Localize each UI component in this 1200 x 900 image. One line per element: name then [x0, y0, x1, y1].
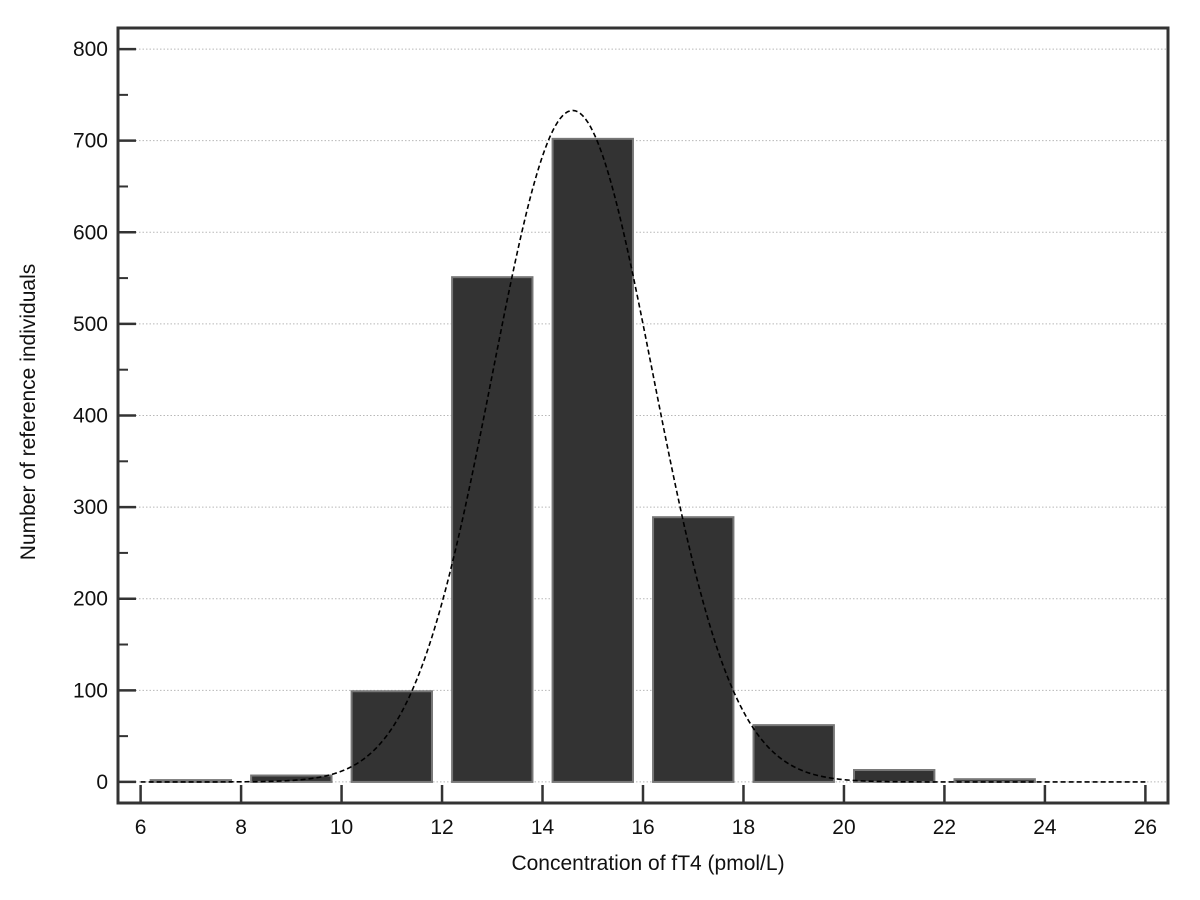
x-tick-label: 18: [732, 816, 755, 839]
histogram-bar: [350, 690, 433, 783]
x-axis: 6 8 10 12 14 16 18 20 22 24 26: [135, 785, 1157, 839]
x-tick-label: 16: [631, 816, 654, 839]
histogram-bar: [752, 724, 835, 783]
y-tick-label: 800: [73, 38, 108, 61]
y-tick-label: 400: [73, 405, 108, 428]
y-tick-label: 100: [73, 679, 108, 702]
x-tick-label: 24: [1033, 816, 1057, 839]
x-tick-label: 8: [235, 816, 247, 839]
y-axis-label: Number of reference individuals: [17, 264, 40, 560]
histogram-bar: [853, 769, 936, 783]
y-tick-label: 0: [96, 771, 108, 794]
x-tick-label: 22: [933, 816, 956, 839]
y-tick-label: 300: [73, 496, 108, 519]
x-tick-label: 12: [430, 816, 453, 839]
x-tick-label: 10: [330, 816, 353, 839]
y-tick-label: 500: [73, 313, 108, 336]
x-axis-label: Concentration of fT4 (pmol/L): [511, 852, 784, 875]
y-tick-label: 700: [73, 130, 108, 153]
x-tick-label: 26: [1134, 816, 1157, 839]
histogram-bar: [451, 276, 534, 783]
histogram-bar: [250, 774, 333, 783]
y-tick-label: 200: [73, 588, 108, 611]
x-tick-label: 14: [531, 816, 555, 839]
y-tick-label: 600: [73, 221, 108, 244]
x-tick-label: 20: [832, 816, 855, 839]
histogram-bar: [652, 516, 735, 783]
histogram-bars: [149, 137, 1036, 783]
x-tick-label: 6: [135, 816, 147, 839]
histogram-bar: [953, 778, 1036, 783]
histogram-bar: [551, 137, 634, 783]
y-axis: 0 100 200 300 400 500 600 700 800: [73, 38, 136, 794]
